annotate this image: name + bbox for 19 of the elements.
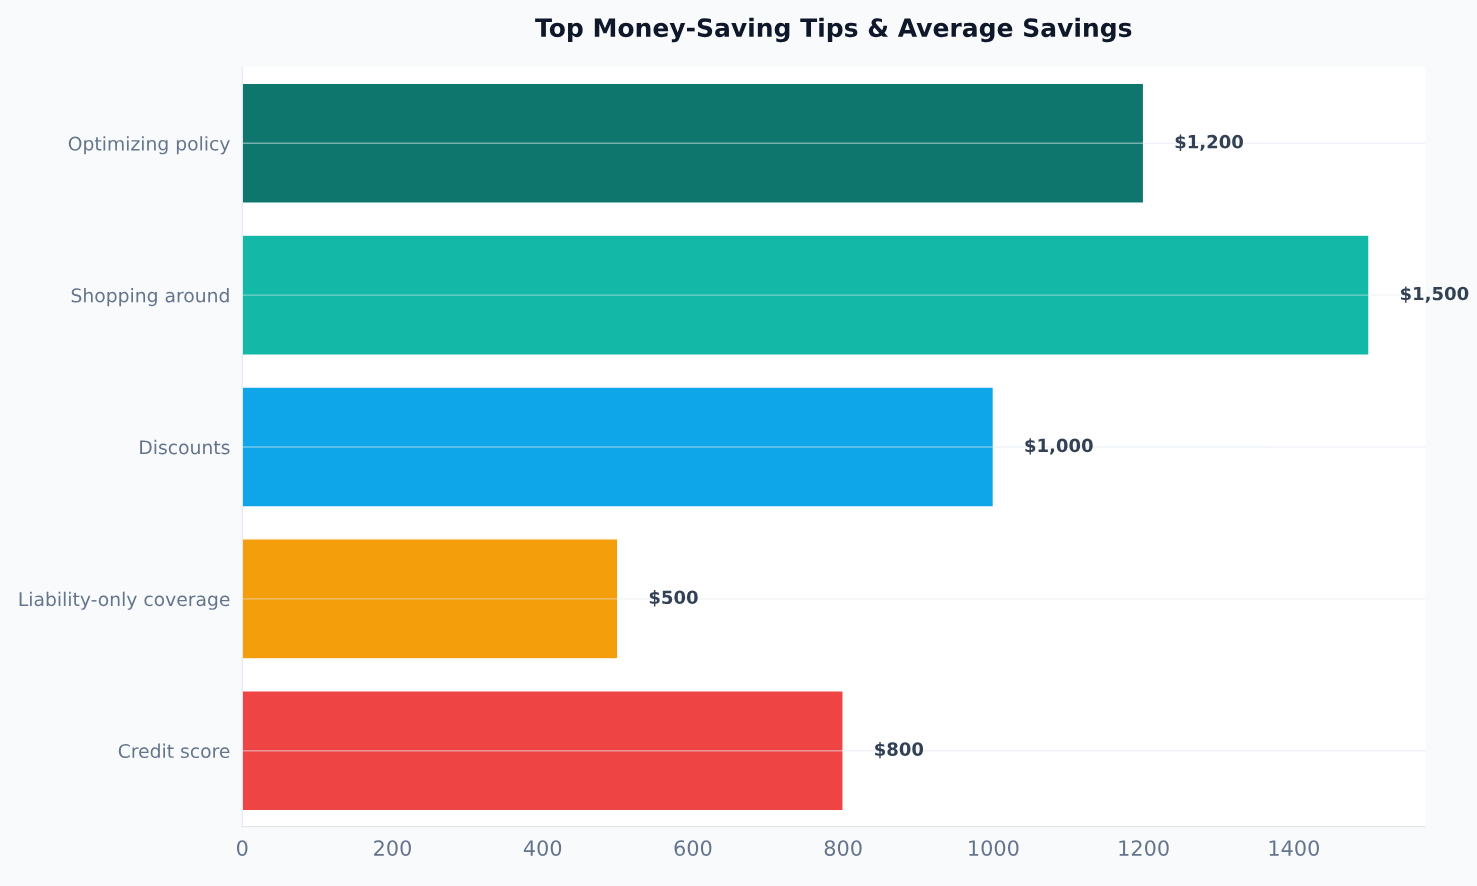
chart-title: Top Money-Saving Tips & Average Savings xyxy=(535,17,1132,43)
y-tick-label: Liability-only coverage xyxy=(19,591,230,610)
data-label: $1,500 xyxy=(1400,286,1469,303)
data-label: $500 xyxy=(649,590,698,607)
x-tick-label: 200 xyxy=(374,840,411,856)
x-tick-label: 1400 xyxy=(1269,840,1319,856)
y-tick-label: Credit score xyxy=(118,743,230,759)
x-tick-label: 1200 xyxy=(1119,840,1169,856)
data-label: $800 xyxy=(875,741,924,759)
x-tick-label: 1000 xyxy=(969,840,1019,856)
data-label: $1,000 xyxy=(1025,438,1093,455)
x-tick-label: 400 xyxy=(523,840,562,856)
data-label: $1,200 xyxy=(1175,134,1243,151)
x-tick-label: 600 xyxy=(674,840,712,856)
y-tick-label: Shopping around xyxy=(71,288,229,307)
x-tick-label: 800 xyxy=(824,840,862,856)
y-tick-label: Discounts xyxy=(140,439,230,455)
y-tick-label: Optimizing policy xyxy=(68,136,230,155)
x-tick-label: 0 xyxy=(236,840,248,856)
